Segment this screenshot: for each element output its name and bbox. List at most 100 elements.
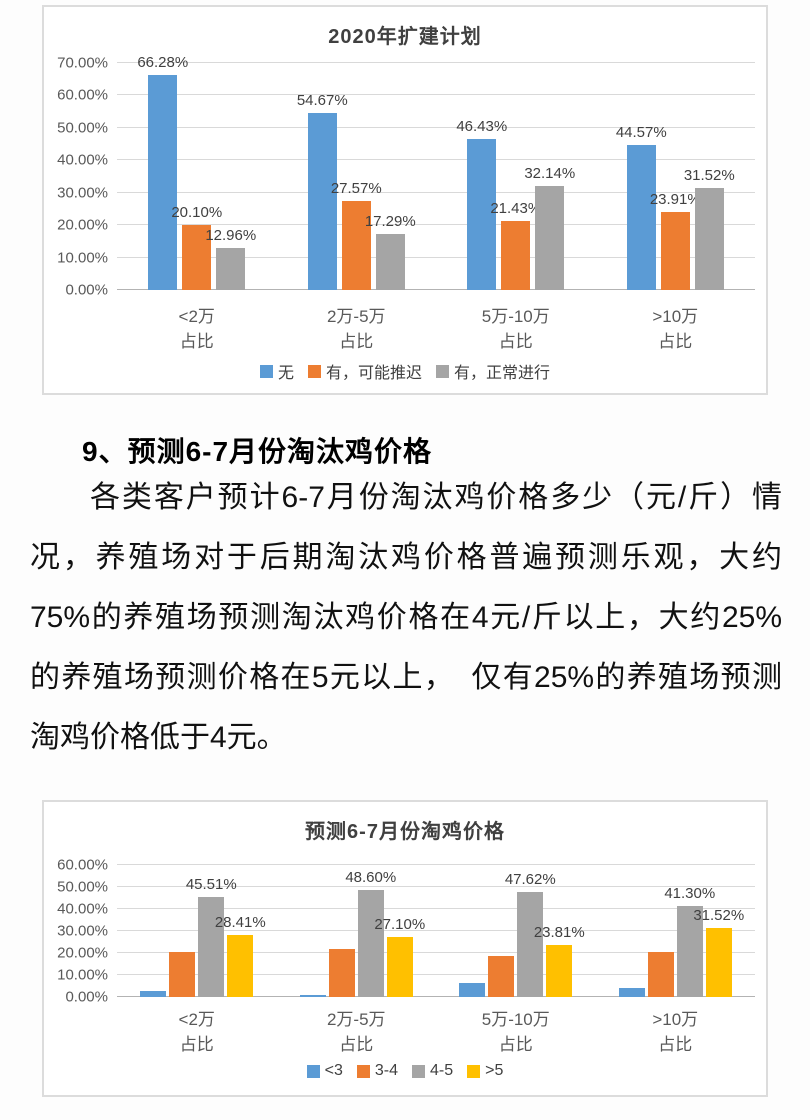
- legend-label: 无: [277, 365, 294, 382]
- category-label-line2: 占比: [179, 1035, 214, 1054]
- category-label-line2: 占比: [498, 332, 533, 351]
- category-label: >10万占比: [596, 304, 756, 354]
- legend-label: 有，可能推迟: [325, 365, 422, 382]
- category-label-line2: 占比: [339, 332, 374, 351]
- category-label: 5万-10万 占比: [436, 304, 596, 354]
- y-tick-label: 20.00%: [57, 944, 108, 962]
- bar: 28.41%: [215, 914, 266, 997]
- category-label-line1: <2万: [178, 1010, 215, 1029]
- bar-value-label: 46.43%: [456, 118, 508, 136]
- bar-value-label: 17.29%: [364, 212, 416, 230]
- bar: 46.43%: [456, 118, 507, 290]
- bar: 48.60%: [345, 869, 396, 997]
- legend-item: >5: [467, 1062, 503, 1080]
- legend-swatch: [307, 364, 321, 378]
- bar: [488, 956, 515, 997]
- y-tick-label: 60.00%: [57, 86, 108, 104]
- bar-value-label: 48.60%: [345, 869, 397, 887]
- category-label-line1: 2万-5万: [326, 307, 386, 326]
- category-label-line2: 占比: [498, 1035, 533, 1054]
- legend-item: 4-5: [412, 1062, 453, 1080]
- bar: 31.52%: [693, 907, 744, 997]
- y-tick-label: 20.00%: [57, 216, 108, 234]
- bar: [647, 951, 674, 997]
- gridline: [117, 159, 755, 161]
- x-axis-line: [117, 289, 755, 290]
- category-axis: <2万 占比 2万-5万 占比 5万-10万 占比 >10万 占比: [117, 304, 755, 354]
- y-tick-label: 60.00%: [57, 856, 108, 874]
- gridline: [117, 974, 755, 975]
- body-paragraph: 各类客户预计6-7月份淘汰鸡价格多少（元/斤）情 况，养殖场对于后期淘汰鸡价格普…: [30, 468, 782, 768]
- bar: 31.52%: [684, 167, 735, 290]
- x-axis-line: [117, 996, 755, 997]
- legend-item: 3-4: [356, 1062, 398, 1080]
- paragraph-line: 各类客户预计6-7月份淘汰鸡价格多少（元/斤）情: [90, 481, 782, 514]
- legend-label: >5: [485, 1062, 504, 1079]
- bar: [328, 948, 355, 997]
- legend-swatch: [259, 364, 273, 378]
- bar-value-label: 31.52%: [693, 906, 745, 924]
- bar-group: 46.43% 21.43% 32.14%: [436, 63, 596, 290]
- bar: 27.57%: [331, 180, 382, 290]
- category-label: <2万占比: [117, 1007, 277, 1057]
- bar: 47.62%: [505, 871, 556, 997]
- legend-item: <3: [306, 1062, 343, 1080]
- bar: 17.29%: [365, 213, 416, 290]
- bar-value-label: 41.30%: [664, 885, 716, 903]
- bar: 23.81%: [534, 924, 585, 997]
- legend-label: 3-4: [374, 1062, 398, 1079]
- paragraph-line: 况，养殖场对于后期淘汰鸡价格普遍预测乐观，大约: [30, 541, 782, 574]
- bar: 32.14%: [524, 165, 575, 290]
- paragraph-line: 的养殖场预测价格在5元以上， 仅有25%的养殖场预测: [30, 661, 782, 694]
- category-label-line2: 占比: [179, 332, 214, 351]
- gridline: [117, 256, 755, 258]
- bar: [299, 995, 326, 997]
- legend-swatch: [306, 1064, 320, 1078]
- gridline: [117, 886, 755, 887]
- bar: 12.96%: [205, 227, 256, 290]
- y-tick-label: 40.00%: [57, 151, 108, 169]
- y-tick-label: 10.00%: [57, 966, 108, 984]
- category-label: 5万-10万 占比: [436, 1007, 596, 1057]
- category-label-line2: 占比: [339, 1035, 374, 1054]
- bar: [618, 987, 645, 997]
- bar-value-label: 28.41%: [214, 913, 266, 931]
- category-label-line1: >10万: [652, 307, 699, 326]
- bar: [169, 951, 196, 997]
- y-tick-label: 30.00%: [57, 922, 108, 940]
- y-tick-label: 30.00%: [57, 184, 108, 202]
- legend-swatch: [412, 1064, 425, 1078]
- bar: 54.67%: [297, 92, 348, 290]
- y-tick-label: 0.00%: [65, 281, 108, 299]
- category-label-line1: 5万-10万: [481, 307, 550, 326]
- section-heading: 9、预测6-7月份淘汰鸡价格: [82, 436, 433, 467]
- bar: [140, 990, 167, 997]
- bar-value-label: 21.43%: [490, 199, 542, 217]
- category-label-line2: 占比: [658, 332, 693, 351]
- gridline: [117, 126, 755, 128]
- gridline: [117, 908, 755, 909]
- gridline: [117, 191, 755, 193]
- bar-value-label: 47.62%: [504, 871, 556, 889]
- y-tick-label: 40.00%: [57, 900, 108, 918]
- bar-value-label: 32.14%: [524, 164, 576, 182]
- bar-value-label: 12.96%: [205, 226, 257, 244]
- bar: 27.10%: [374, 916, 425, 997]
- bar-value-label: 54.67%: [296, 91, 348, 109]
- bar: [459, 982, 486, 997]
- gridline: [117, 94, 755, 96]
- bar: 20.10%: [171, 204, 222, 290]
- bar-value-label: 27.57%: [330, 179, 382, 197]
- bar-group: 44.57% 23.91% 31.52%: [596, 63, 756, 290]
- legend-item: 有，正常进行: [436, 359, 550, 383]
- bar-value-label: 66.28%: [137, 54, 189, 72]
- bar-groups: 45.51% 28.41% 48.60% 27.10% 47.62% 23.81% 41.3…: [117, 865, 755, 997]
- expansion-plan-chart: 2020年扩建计划 0.00% 10.00% 20.00% 30.00% 40.00% 5…: [42, 5, 768, 395]
- gridline: [117, 930, 755, 931]
- chart-legend: <3 3-4 4-5 >5: [44, 1062, 766, 1080]
- bar: 45.51%: [186, 876, 237, 997]
- category-axis: <2万 占比 2万-5万 占比 5万-10万 占比 >10万 占比: [117, 1007, 755, 1057]
- y-tick-label: 50.00%: [57, 878, 108, 896]
- bar-value-label: 31.52%: [683, 166, 735, 184]
- gridline: [117, 952, 755, 953]
